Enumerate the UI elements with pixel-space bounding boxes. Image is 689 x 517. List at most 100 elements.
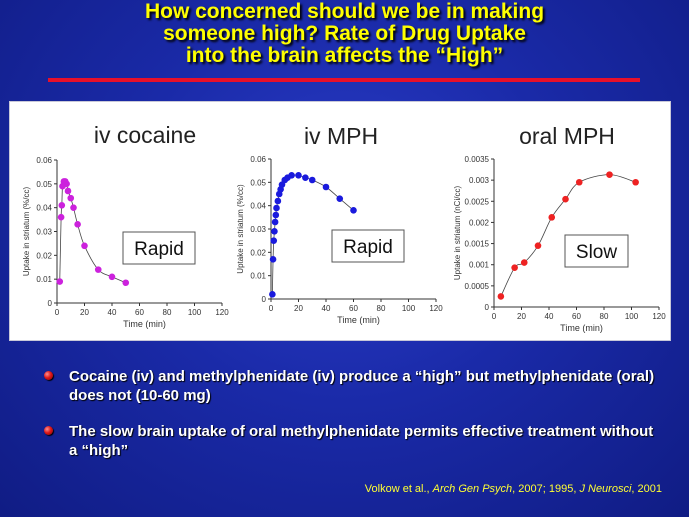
annotation-box	[331, 229, 405, 263]
x-tick-label: 80	[163, 308, 172, 317]
data-point	[271, 228, 278, 235]
data-point	[81, 242, 88, 250]
y-tick-label: 0.04	[250, 202, 266, 211]
y-tick-label: 0.001	[469, 261, 490, 270]
data-point	[336, 195, 344, 202]
y-tick-label: 0.03	[36, 228, 52, 237]
bullet-dot-icon	[44, 371, 53, 380]
x-tick-label: 40	[108, 308, 117, 317]
data-point	[269, 291, 276, 298]
x-axis-label: Time (min)	[337, 315, 380, 325]
x-tick-label: 100	[188, 308, 202, 317]
bullet-item-1: Cocaine (iv) and methylphenidate (iv) pr…	[44, 367, 664, 405]
x-tick-label: 120	[429, 304, 443, 313]
x-tick-label: 100	[625, 312, 639, 321]
title-line-2: someone high? Rate of Drug Uptake	[163, 22, 526, 45]
annotation-label: Slow	[576, 242, 617, 263]
chart-2: iv MPH 0 20 40 60 80 100 120 0 0.01 0.02 0.03 0.04 0.…	[236, 123, 443, 325]
data-point	[575, 178, 583, 186]
chart-1: iv cocaine 0 20 40 60 80 100 120 0 0.01 0.02 0.03 0.…	[22, 122, 229, 329]
x-tick-label: 120	[652, 312, 666, 321]
x-tick-label: 40	[322, 304, 331, 313]
y-tick-label: 0.03	[250, 225, 266, 234]
x-tick-label: 100	[402, 304, 416, 313]
x-tick-label: 20	[294, 304, 303, 313]
y-axis-label: Uptake in striatum (%/cc)	[236, 184, 245, 274]
chart-title: iv MPH	[304, 123, 378, 149]
bullet-text-2: The slow brain uptake of oral methylphen…	[69, 423, 654, 459]
x-axis-label: Time (min)	[560, 323, 603, 333]
data-point	[271, 218, 279, 226]
y-tick-label: 0.06	[250, 155, 266, 164]
data-point	[497, 293, 505, 300]
y-tick-label: 0.0015	[465, 240, 490, 249]
y-tick-label: 0.0035	[465, 155, 490, 164]
x-tick-label: 0	[269, 304, 274, 313]
citation: Volkow et al., Arch Gen Psych, 2007; 199…	[362, 483, 662, 495]
x-tick-label: 60	[572, 312, 581, 321]
data-point	[270, 237, 278, 244]
data-point	[295, 172, 302, 179]
data-point	[288, 172, 295, 179]
data-point	[122, 279, 130, 287]
data-point	[64, 187, 72, 195]
y-axis-label: Uptake in striatum (nCi/cc)	[453, 186, 462, 281]
x-tick-label: 40	[545, 312, 554, 321]
annotation-box	[564, 234, 629, 268]
x-tick-label: 60	[135, 308, 144, 317]
chart-title: oral MPH	[519, 123, 615, 149]
title-divider	[48, 78, 640, 82]
data-point	[548, 214, 556, 221]
annotation-label: Rapid	[343, 237, 393, 258]
data-point	[57, 213, 65, 221]
y-tick-label: 0	[262, 295, 267, 304]
y-tick-label: 0.02	[250, 248, 266, 257]
y-tick-label: 0.0005	[465, 282, 490, 291]
bullet-item-2: The slow brain uptake of oral methylphen…	[44, 422, 664, 460]
data-point	[56, 278, 64, 285]
bullet-list: Cocaine (iv) and methylphenidate (iv) pr…	[44, 367, 664, 477]
x-tick-label: 20	[80, 308, 89, 317]
annotation-label: Rapid	[134, 239, 184, 260]
data-point	[74, 221, 81, 228]
y-tick-label: 0.002	[469, 218, 490, 227]
title-line-3: into the brain affects the “High”	[185, 44, 504, 67]
citation-journal-2: J Neurosci	[579, 483, 632, 495]
data-point	[94, 266, 102, 273]
data-point	[269, 256, 277, 263]
data-point	[308, 176, 316, 184]
y-tick-label: 0	[48, 299, 53, 308]
bullet-dot-icon	[44, 426, 53, 435]
data-point	[58, 201, 66, 209]
data-point	[108, 273, 116, 281]
data-point	[534, 242, 542, 249]
data-point	[273, 204, 280, 212]
data-point	[350, 207, 357, 214]
x-axis-label: Time (min)	[123, 319, 166, 329]
y-tick-label: 0.02	[36, 251, 52, 260]
title-line-1: How concerned should we be in making	[144, 0, 545, 23]
data-point	[274, 197, 282, 205]
data-point	[520, 259, 528, 266]
y-tick-label: 0.05	[250, 178, 266, 187]
citation-end: , 2001	[631, 483, 662, 495]
citation-mid: , 2007; 1995,	[512, 483, 580, 495]
data-point	[67, 194, 75, 202]
data-point	[70, 204, 77, 211]
data-point	[511, 264, 518, 271]
y-tick-label: 0.01	[36, 275, 52, 284]
x-tick-label: 20	[517, 312, 526, 321]
data-point	[63, 180, 70, 188]
data-point	[632, 178, 639, 186]
citation-journal-1: Arch Gen Psych	[432, 483, 513, 495]
y-tick-label: 0.0025	[465, 197, 490, 206]
x-tick-label: 120	[215, 308, 229, 317]
slide-title: How concerned should we be in making som…	[0, 1, 689, 67]
annotation-box	[122, 231, 196, 265]
x-tick-label: 0	[492, 312, 497, 321]
y-tick-label: 0.01	[250, 272, 266, 281]
y-tick-label: 0.06	[36, 156, 52, 165]
data-point	[606, 171, 613, 178]
chart-3: oral MPH 0 20 40 60 80 100 120 0 0.0005 0.001 0.001…	[453, 123, 666, 333]
data-point	[562, 195, 569, 203]
